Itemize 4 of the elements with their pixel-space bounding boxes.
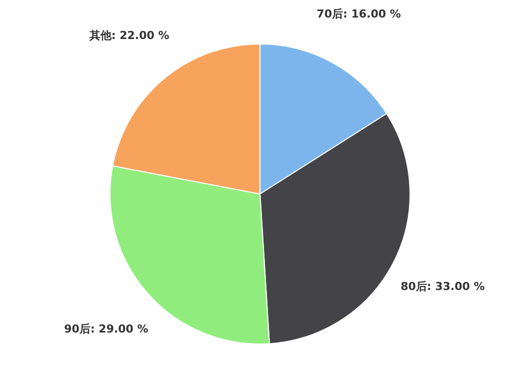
slice-label: 90后: 29.00 % bbox=[64, 322, 148, 336]
slice-label: 70后: 16.00 % bbox=[316, 7, 401, 20]
slice-label: 80后: 33.00 % bbox=[400, 280, 485, 294]
slice-label: 其他: 22.00 % bbox=[88, 29, 170, 42]
